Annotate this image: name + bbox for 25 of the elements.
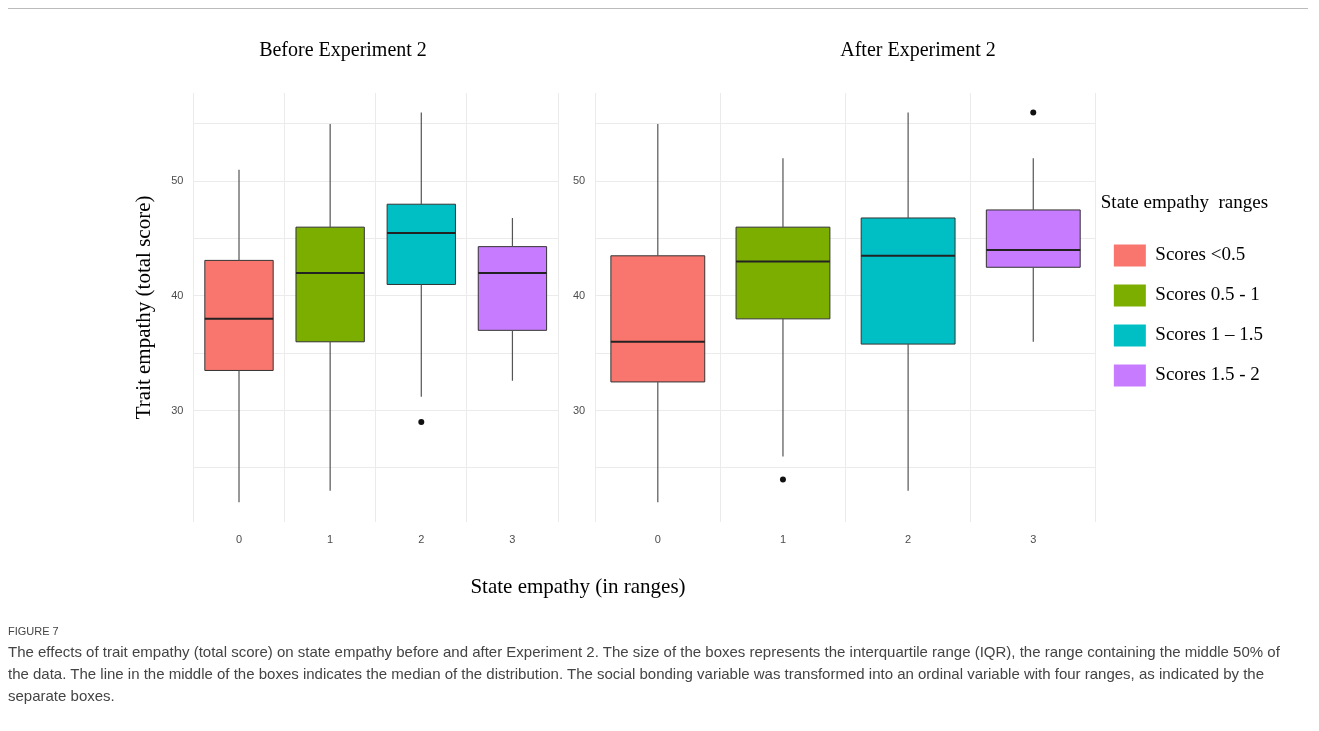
legend-label: Scores <0.5 <box>1155 243 1246 265</box>
y-tick-label: 50 <box>572 174 586 187</box>
legend-label: Scores 1 – 1.5 <box>1155 323 1263 345</box>
x-tick-label: 1 <box>779 533 787 546</box>
caption: FIGURE 7 <box>8 624 60 639</box>
y-tick-label: 30 <box>572 403 586 416</box>
y-tick-label: 40 <box>572 288 586 301</box>
y-tick-label: 50 <box>171 174 184 187</box>
x-tick-label: 0 <box>654 533 661 546</box>
x-tick-label: 2 <box>418 533 425 546</box>
x-axis-title: State empathy (in ranges) <box>469 574 687 599</box>
legend-label: Scores 0.5 - 1 <box>1155 283 1260 305</box>
y-tick-label: 40 <box>171 288 184 301</box>
legend-label: Scores 1.5 - 2 <box>1155 363 1260 385</box>
chart-title: After Experiment 2 <box>840 38 996 62</box>
y-axis-title: Trait empathy (total score) <box>131 195 156 420</box>
x-tick-label: 2 <box>905 533 912 546</box>
x-tick-label: 3 <box>509 533 516 546</box>
y-tick-label: 30 <box>171 403 184 416</box>
legend-title: State empathy ranges <box>1100 191 1269 213</box>
x-tick-label: 0 <box>235 533 243 546</box>
chart-title: Before Experiment 2 <box>259 38 427 62</box>
text: The effects of trait empathy (total score) on state empathy before and after Experiment 2. The size of the boxes represents the interquartile range (IQR), the range containing the middle 50% of the data. The line in the middle of the boxes indicates the median of the distribution. The social bonding variable was transformed into an ordinal variable with four ranges, as indicated by the separate boxes. <box>8 642 1281 706</box>
x-tick-label: 1 <box>327 533 334 546</box>
x-tick-label: 3 <box>1030 533 1037 546</box>
